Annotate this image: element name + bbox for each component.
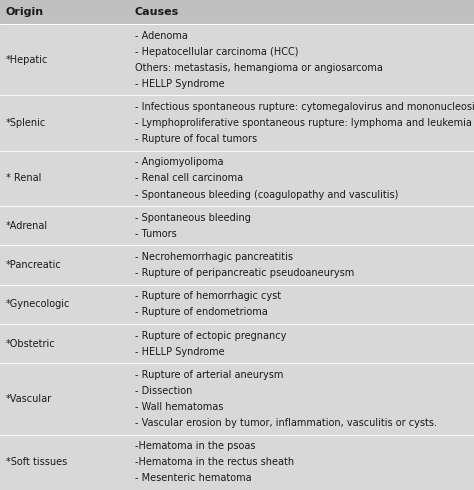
Text: Causes: Causes xyxy=(135,7,179,17)
Text: * Renal: * Renal xyxy=(6,173,41,183)
Text: *Pancreatic: *Pancreatic xyxy=(6,260,62,270)
Text: *Hepatic: *Hepatic xyxy=(6,55,48,65)
Text: *Gynecologic: *Gynecologic xyxy=(6,299,70,309)
Text: *Vascular: *Vascular xyxy=(6,394,52,404)
Bar xyxy=(0,0,474,24)
Text: *Obstetric: *Obstetric xyxy=(6,339,55,348)
Text: - Angiomyolipoma: - Angiomyolipoma xyxy=(135,157,224,168)
Text: - Dissection: - Dissection xyxy=(135,386,192,396)
Text: - Mesenteric hematoma: - Mesenteric hematoma xyxy=(135,473,252,484)
Text: - Rupture of arterial aneurysm: - Rupture of arterial aneurysm xyxy=(135,370,283,380)
Text: - Tumors: - Tumors xyxy=(135,229,177,239)
Text: Others: metastasis, hemangioma or angiosarcoma: Others: metastasis, hemangioma or angios… xyxy=(135,63,383,73)
Text: -Hematoma in the rectus sheath: -Hematoma in the rectus sheath xyxy=(135,457,294,467)
Text: -Hematoma in the psoas: -Hematoma in the psoas xyxy=(135,441,255,451)
Text: - Adenoma: - Adenoma xyxy=(135,30,188,41)
Text: - Spontaneous bleeding (coagulopathy and vasculitis): - Spontaneous bleeding (coagulopathy and… xyxy=(135,190,398,199)
Text: - Necrohemorrhagic pancreatitis: - Necrohemorrhagic pancreatitis xyxy=(135,252,293,262)
Text: Origin: Origin xyxy=(6,7,44,17)
Text: - Renal cell carcinoma: - Renal cell carcinoma xyxy=(135,173,243,183)
Text: - HELLP Syndrome: - HELLP Syndrome xyxy=(135,346,225,357)
Text: - Rupture of focal tumors: - Rupture of focal tumors xyxy=(135,134,257,144)
Text: - HELLP Syndrome: - HELLP Syndrome xyxy=(135,79,225,89)
Text: - Wall hematomas: - Wall hematomas xyxy=(135,402,223,412)
Text: - Infectious spontaneous rupture: cytomegalovirus and mononucleosis: - Infectious spontaneous rupture: cytome… xyxy=(135,102,474,112)
Text: - Rupture of peripancreatic pseudoaneurysm: - Rupture of peripancreatic pseudoaneury… xyxy=(135,268,354,278)
Text: - Vascular erosion by tumor, inflammation, vasculitis or cysts.: - Vascular erosion by tumor, inflammatio… xyxy=(135,418,437,428)
Text: - Spontaneous bleeding: - Spontaneous bleeding xyxy=(135,213,251,223)
Text: - Lymphoproliferative spontaneous rupture: lymphoma and leukemia: - Lymphoproliferative spontaneous ruptur… xyxy=(135,118,472,128)
Text: - Rupture of hemorrhagic cyst: - Rupture of hemorrhagic cyst xyxy=(135,291,281,301)
Text: *Splenic: *Splenic xyxy=(6,118,46,128)
Text: *Adrenal: *Adrenal xyxy=(6,221,48,231)
Text: - Rupture of endometrioma: - Rupture of endometrioma xyxy=(135,307,268,318)
Text: - Hepatocellular carcinoma (HCC): - Hepatocellular carcinoma (HCC) xyxy=(135,47,299,57)
Text: *Soft tissues: *Soft tissues xyxy=(6,457,67,467)
Text: - Rupture of ectopic pregnancy: - Rupture of ectopic pregnancy xyxy=(135,331,286,341)
